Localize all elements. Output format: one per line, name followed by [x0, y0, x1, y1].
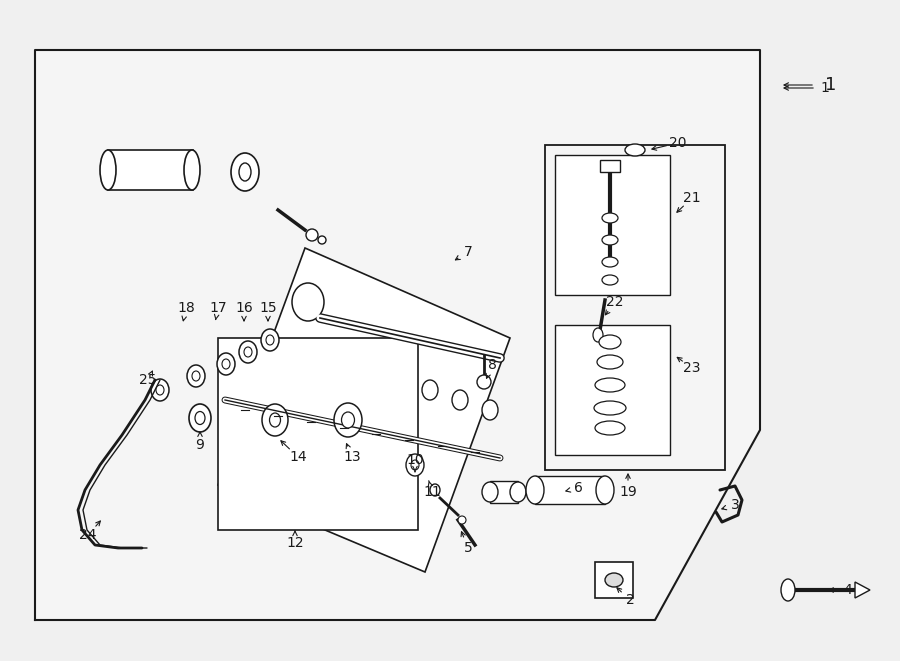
Ellipse shape	[192, 371, 200, 381]
Text: 6: 6	[573, 481, 582, 495]
Text: 18: 18	[177, 301, 195, 315]
Ellipse shape	[269, 413, 281, 427]
Text: 9: 9	[195, 438, 204, 452]
Bar	[490, 481, 518, 503]
Bar	[108, 150, 193, 190]
Ellipse shape	[187, 365, 205, 387]
Bar	[595, 562, 633, 598]
Ellipse shape	[189, 404, 211, 432]
Text: 13: 13	[343, 450, 361, 464]
Text: 3: 3	[731, 498, 740, 512]
Text: 21: 21	[683, 191, 701, 205]
Ellipse shape	[261, 329, 279, 351]
Text: 12: 12	[286, 536, 304, 550]
Text: 14: 14	[289, 450, 307, 464]
Bar	[535, 476, 605, 504]
Ellipse shape	[341, 412, 355, 428]
Text: 4: 4	[843, 583, 852, 597]
Ellipse shape	[334, 403, 362, 437]
Ellipse shape	[195, 412, 205, 424]
Text: 2: 2	[626, 593, 634, 607]
Ellipse shape	[262, 404, 288, 436]
Ellipse shape	[217, 353, 235, 375]
Ellipse shape	[602, 235, 618, 245]
Ellipse shape	[306, 229, 318, 241]
Ellipse shape	[602, 275, 618, 285]
Polygon shape	[218, 248, 510, 572]
Text: 19: 19	[619, 485, 637, 499]
Text: 1: 1	[821, 81, 830, 95]
Bar	[555, 325, 670, 455]
Ellipse shape	[222, 359, 230, 369]
Bar	[218, 338, 418, 530]
Ellipse shape	[596, 476, 614, 504]
Text: 1: 1	[825, 76, 836, 94]
Ellipse shape	[231, 153, 259, 191]
Ellipse shape	[239, 341, 257, 363]
Text: 7: 7	[464, 245, 472, 259]
Text: 10: 10	[406, 453, 424, 467]
Text: 17: 17	[209, 301, 227, 315]
Text: 5: 5	[464, 541, 472, 555]
Ellipse shape	[151, 379, 169, 401]
Ellipse shape	[458, 516, 466, 524]
Ellipse shape	[318, 236, 326, 244]
Polygon shape	[35, 50, 760, 620]
Ellipse shape	[411, 460, 419, 470]
Ellipse shape	[482, 400, 498, 420]
Ellipse shape	[477, 375, 491, 389]
Text: 20: 20	[670, 136, 687, 150]
Ellipse shape	[156, 385, 164, 395]
Ellipse shape	[594, 401, 626, 415]
Text: 25: 25	[140, 373, 157, 387]
Ellipse shape	[452, 390, 468, 410]
Ellipse shape	[605, 573, 623, 587]
Text: 23: 23	[683, 361, 701, 375]
Text: 11: 11	[423, 485, 441, 499]
Ellipse shape	[184, 150, 200, 190]
Ellipse shape	[602, 213, 618, 223]
Ellipse shape	[602, 257, 618, 267]
Text: 16: 16	[235, 301, 253, 315]
Bar	[555, 155, 670, 295]
Ellipse shape	[625, 144, 645, 156]
Ellipse shape	[595, 421, 625, 435]
Text: 15: 15	[259, 301, 277, 315]
Ellipse shape	[406, 454, 424, 476]
Ellipse shape	[100, 150, 116, 190]
Ellipse shape	[781, 579, 795, 601]
Ellipse shape	[482, 482, 498, 502]
Ellipse shape	[593, 328, 603, 342]
Ellipse shape	[266, 335, 274, 345]
Text: 24: 24	[79, 528, 97, 542]
Polygon shape	[855, 582, 870, 598]
Ellipse shape	[599, 335, 621, 349]
Ellipse shape	[526, 476, 544, 504]
Ellipse shape	[292, 283, 324, 321]
Ellipse shape	[510, 482, 526, 502]
Ellipse shape	[244, 347, 252, 357]
Bar	[545, 145, 725, 470]
Text: 8: 8	[488, 358, 497, 372]
Ellipse shape	[597, 355, 623, 369]
Ellipse shape	[595, 378, 625, 392]
Text: 22: 22	[607, 295, 624, 309]
Ellipse shape	[422, 380, 438, 400]
Ellipse shape	[239, 163, 251, 181]
Ellipse shape	[430, 484, 440, 496]
Bar	[600, 160, 620, 172]
